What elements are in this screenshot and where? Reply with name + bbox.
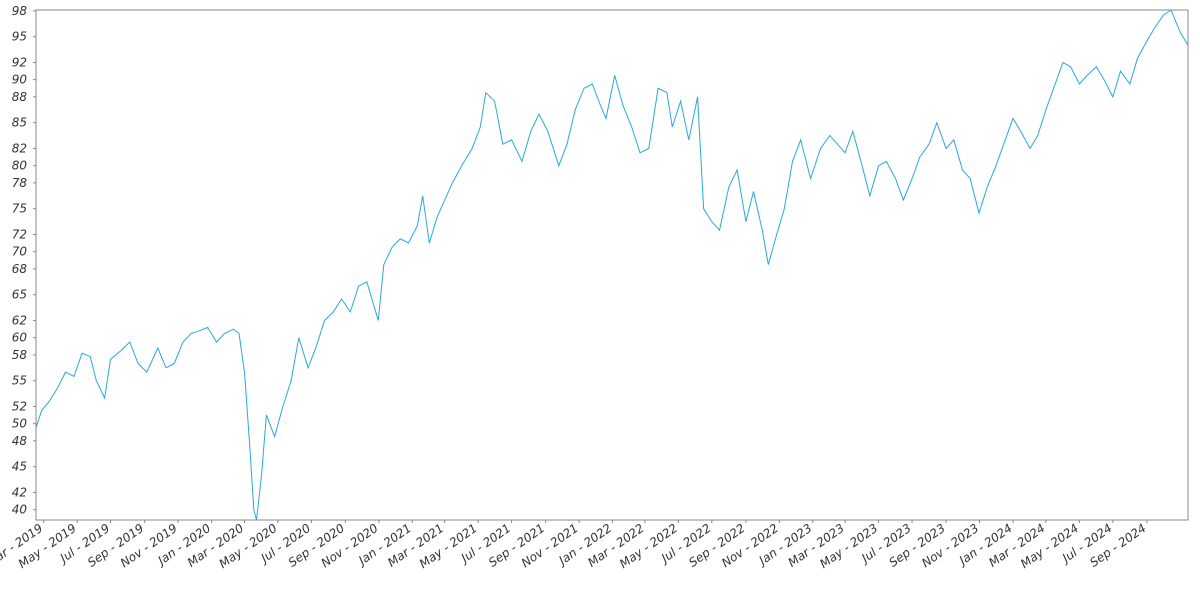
- y-tick-label: 75: [12, 202, 27, 216]
- y-tick-label: 85: [12, 116, 27, 130]
- y-tick-label: 70: [12, 245, 28, 259]
- y-tick-label: 92: [12, 55, 27, 69]
- y-tick-label: 58: [12, 348, 28, 362]
- plot-frame: [35, 9, 1189, 521]
- y-tick-label: 52: [12, 399, 27, 413]
- series-line: [35, 9, 1189, 521]
- y-axis: 40 42 45 48 50 52 55 58 60 62 65 68 70 72 75 78 80 82 85 88…: [12, 4, 36, 517]
- y-tick-label: 60: [12, 331, 28, 345]
- y-tick-label: 72: [12, 227, 27, 241]
- y-tick-label: 78: [12, 176, 28, 190]
- y-tick-label: 50: [12, 417, 28, 431]
- y-tick-label: 48: [12, 434, 28, 448]
- y-tick-label: 68: [12, 262, 28, 276]
- y-tick-label: 88: [12, 90, 28, 104]
- y-tick-label: 55: [12, 374, 27, 388]
- y-tick-label: 40: [12, 503, 28, 517]
- y-tick-label: 45: [12, 460, 27, 474]
- y-tick-label: 82: [12, 141, 27, 155]
- y-tick-label: 95: [12, 30, 27, 44]
- y-tick-label: 65: [12, 288, 27, 302]
- y-tick-label: 42: [12, 485, 27, 499]
- y-tick-label: 80: [12, 159, 28, 173]
- y-tick-label: 90: [12, 73, 28, 87]
- y-tick-label: 62: [12, 313, 27, 327]
- y-tick-label: 98: [12, 4, 28, 18]
